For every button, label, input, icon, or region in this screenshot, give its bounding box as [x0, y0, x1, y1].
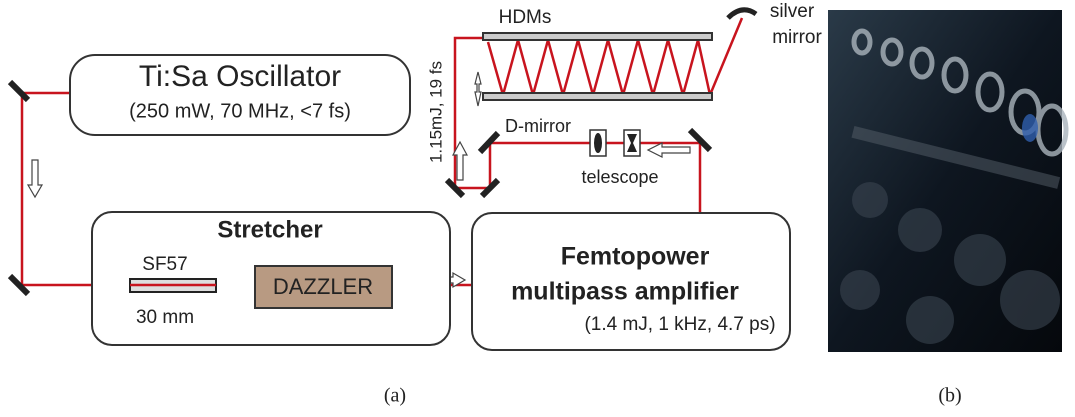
- amplifier-specs: (1.4 mJ, 1 kHz, 4.7 ps): [584, 314, 775, 335]
- caption-b: (b): [938, 385, 961, 407]
- mirror-label: mirror: [772, 27, 822, 48]
- d-mirror-label: D-mirror: [505, 116, 571, 136]
- crystal-label: SF57: [142, 254, 187, 275]
- amplifier-title: Femtopower: [561, 243, 710, 271]
- dazzler-label: DAZZLER: [273, 274, 373, 299]
- telescope-label: telescope: [581, 167, 658, 187]
- caption-a: (a): [384, 385, 406, 407]
- oscillator-title: Ti:Sa Oscillator: [139, 60, 341, 93]
- photo: [828, 10, 1066, 352]
- hdms-label: HDMs: [499, 7, 552, 28]
- amplifier-subtitle: multipass amplifier: [511, 278, 739, 306]
- silver-label: silver: [770, 1, 815, 22]
- figure: Ti:Sa Oscillator (250 mW, 70 MHz, <7 fs)…: [0, 0, 1075, 412]
- crystal-length: 30 mm: [136, 307, 194, 328]
- oscillator-specs: (250 mW, 70 MHz, <7 fs): [129, 100, 351, 122]
- output-label: 1.15mJ, 19 fs: [426, 61, 445, 163]
- stretcher-title: Stretcher: [217, 216, 322, 243]
